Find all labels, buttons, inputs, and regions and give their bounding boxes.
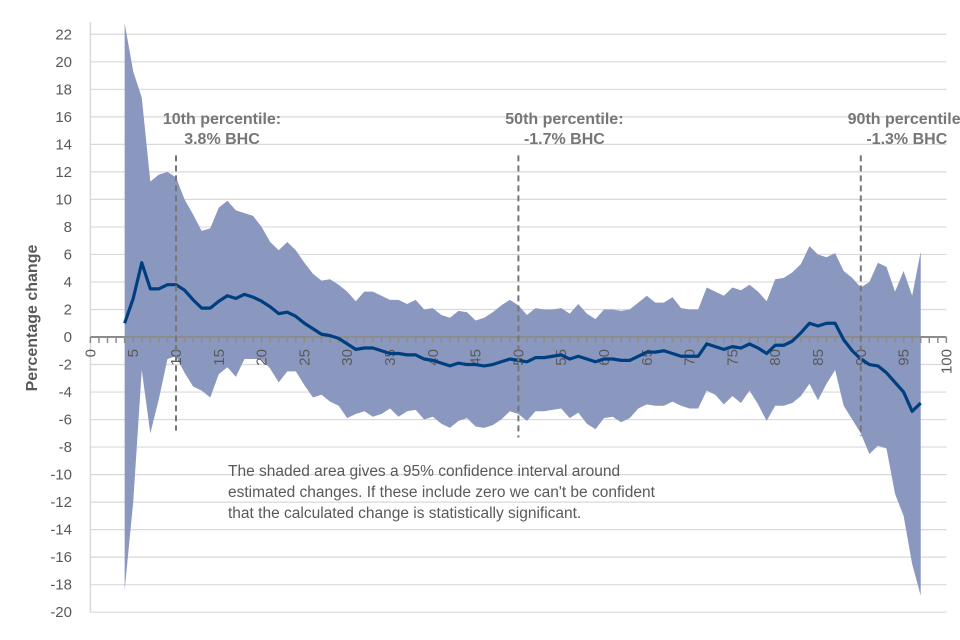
axes: 2220181614121086420-2-4-6-8-10-12-14-16-… xyxy=(50,22,955,621)
note-line-2: estimated changes. If these include zero… xyxy=(228,484,656,501)
x-tick-label: 95 xyxy=(896,349,913,366)
y-tick-label: -2 xyxy=(59,357,72,374)
x-tick-label: 75 xyxy=(724,349,741,366)
x-tick-label: 80 xyxy=(767,349,784,366)
y-tick-label: 22 xyxy=(55,26,72,43)
y-tick-label: 6 xyxy=(64,246,72,263)
y-tick-label: -8 xyxy=(59,439,72,456)
confidence-interval-area xyxy=(124,23,921,596)
x-tick-label: 45 xyxy=(468,349,485,366)
x-tick-label: 60 xyxy=(596,349,613,366)
y-tick-label: 0 xyxy=(64,329,72,346)
y-tick-label: 8 xyxy=(64,219,72,236)
y-tick-label: 12 xyxy=(55,164,72,181)
x-tick-label: 5 xyxy=(125,349,142,357)
note-text: The shaded area gives a 95% confidence i… xyxy=(228,463,656,522)
x-tick-label: 30 xyxy=(339,349,356,366)
y-tick-label: -4 xyxy=(59,384,72,401)
y-tick-label: 20 xyxy=(55,54,72,71)
x-tick-label: 55 xyxy=(553,349,570,366)
annotation-value: -1.3% BHC xyxy=(866,131,947,148)
note-line-3: that the calculated change is statistica… xyxy=(228,505,581,522)
estimate-line xyxy=(123,261,922,413)
annotation-value: -1.7% BHC xyxy=(524,131,605,148)
annotation-value: 3.8% BHC xyxy=(184,131,260,148)
y-tick-label: -10 xyxy=(50,467,72,484)
confidence-band xyxy=(124,23,921,596)
note-line-1: The shaded area gives a 95% confidence i… xyxy=(228,463,620,480)
annotation-title: 10th percentile: xyxy=(163,111,281,128)
x-tick-label: 0 xyxy=(82,349,99,357)
estimate-series-line xyxy=(123,261,922,413)
y-tick-label: 14 xyxy=(55,136,72,153)
y-tick-label: -6 xyxy=(59,412,72,429)
y-tick-label: -14 xyxy=(50,522,72,539)
annotation-title: 90th percentile: xyxy=(848,111,960,128)
x-tick-label: 20 xyxy=(254,349,271,366)
percentile-annotations: 10th percentile: 3.8% BHC 50th percentile:… xyxy=(163,111,960,438)
y-tick-label: 16 xyxy=(55,109,72,126)
x-tick-label: 100 xyxy=(938,349,955,374)
y-axis-label: Percentage change xyxy=(24,245,41,392)
y-tick-label: 18 xyxy=(55,81,72,98)
annotation-title: 50th percentile: xyxy=(505,111,623,128)
x-tick-label: 85 xyxy=(810,349,827,366)
x-tick-label: 25 xyxy=(296,349,313,366)
y-tick-label: 10 xyxy=(55,191,72,208)
y-tick-label: -16 xyxy=(50,549,72,566)
y-tick-label: -18 xyxy=(50,577,72,594)
x-tick-label: 15 xyxy=(211,349,228,366)
y-tick-label: 4 xyxy=(64,274,72,291)
y-tick-label: -12 xyxy=(50,494,72,511)
y-tick-label: 2 xyxy=(64,301,72,318)
y-tick-label: -20 xyxy=(50,604,72,621)
